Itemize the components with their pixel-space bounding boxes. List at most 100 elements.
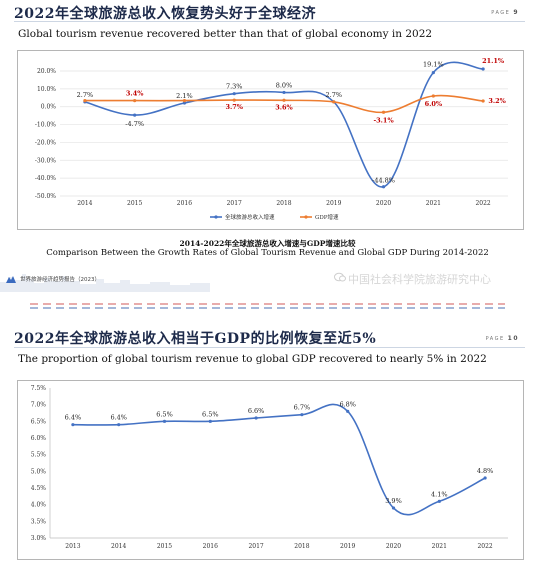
x-tick-label: 2017 (227, 200, 242, 207)
title-divider (14, 347, 525, 348)
ratio-point (300, 413, 304, 417)
page-9: 2022年全球旅游总收入恢复势头好于全球经济 PAGE 9 Global tour… (0, 6, 525, 292)
gdp-data-label: 3.4% (126, 90, 144, 98)
tourism-growth-line (84, 61, 484, 188)
tourism-point (232, 92, 236, 96)
page-number-value: 9 (513, 9, 519, 16)
x-tick-label: 2019 (326, 200, 341, 207)
gdp-data-label: 3.6% (275, 103, 293, 111)
x-tick-label: 2019 (340, 543, 355, 550)
gdp-data-label: 3.7% (225, 103, 243, 111)
tourism-data-label: 2.7% (77, 91, 94, 99)
x-tick-label: 2017 (248, 543, 263, 550)
gdp-data-label: 3.2% (488, 97, 506, 105)
gdp-point (381, 110, 386, 114)
chart-caption-en: Comparison Between the Growth Rates of G… (46, 248, 489, 258)
gdp-point (133, 99, 137, 103)
y-tick-label: -10.0% (35, 122, 56, 129)
x-tick-label: 2018 (276, 200, 291, 207)
ratio-data-label: 6.4% (65, 414, 82, 422)
ratio-data-label: 4.1% (431, 490, 448, 498)
gdp-point (83, 99, 87, 103)
page-number: PAGE 9 (491, 9, 519, 16)
x-tick-label: 2022 (477, 543, 492, 550)
tourism-data-label: 8.0% (276, 81, 293, 89)
gdp-data-label: 6.0% (425, 100, 443, 108)
ratio-point (117, 423, 121, 427)
ratio-point (437, 499, 441, 503)
y-tick-label: 5.0% (31, 468, 47, 475)
chart-caption-cn: 2014-2022年全球旅游总收入增速与GDP增速比较 (179, 239, 356, 248)
y-tick-label: -40.0% (35, 175, 56, 182)
gdp-point (232, 98, 236, 102)
y-tick-label: 7.5% (31, 385, 47, 392)
revenue-gdp-ratio-chart-svg: 7.5% 7.0% 6.5% 6.0% 5.5% 5.0% 4.5% 4.0% 3.5% 3.0%… (31, 385, 508, 550)
tourism-data-label: 2.7% (326, 91, 343, 99)
gdp-data-label: -3.1% (373, 116, 394, 124)
y-tick-label: 4.5% (31, 485, 47, 492)
chart-subtitle: The proportion of global tourism revenue… (18, 353, 487, 365)
y-tick-label: -50.0% (35, 193, 56, 200)
y-tick-label: 0.0% (41, 104, 57, 111)
growth-rate-chart: 20.0% 10.0% 0.0% -10.0% -20.0% -30.0% -40.0% -5… (17, 50, 524, 230)
chart-subtitle: Global tourism revenue recovered better … (18, 28, 433, 40)
gdp-point (182, 99, 187, 103)
report-name: 世界旅游经济趋势报告（2023） (20, 277, 100, 283)
x-tick-label: 2018 (294, 543, 309, 550)
legend-label-tourism: 全球旅游总收入增速 (225, 213, 275, 221)
tourism-data-label: -44.8% (372, 177, 395, 185)
tourism-data-label: 2.1% (176, 92, 193, 100)
page-10: 2022年全球旅游总收入相当于GDP的比例恢复至近5% PAGE 10 The p… (0, 318, 535, 563)
x-tick-label: 2016 (203, 543, 218, 550)
y-tick-label: 5.5% (31, 452, 47, 459)
growth-rate-chart-svg: 20.0% 10.0% 0.0% -10.0% -20.0% -30.0% -40.0% -5… (35, 57, 508, 221)
y-tick-label: 10.0% (37, 86, 56, 93)
tourism-data-label: 21.1% (482, 57, 505, 65)
ratio-point (483, 476, 487, 480)
x-tick-label: 2014 (77, 200, 92, 207)
y-tick-label: 6.5% (31, 418, 47, 425)
y-tick-label: 3.0% (31, 535, 47, 542)
page-title: 2022年全球旅游总收入相当于GDP的比例恢复至近5% (14, 331, 377, 347)
gdp-point (431, 94, 435, 98)
x-tick-label: 2014 (111, 543, 126, 550)
y-tick-label: -30.0% (35, 157, 56, 164)
ratio-data-label: 6.6% (248, 407, 265, 415)
page-separator (30, 303, 505, 309)
ratio-data-label: 3.9% (385, 497, 402, 505)
legend-marker-tourism (214, 215, 218, 219)
skyline-decoration (0, 274, 210, 292)
watermark: 中国社会科学院旅游研究中心 (348, 273, 491, 286)
ratio-point (346, 409, 350, 413)
ratio-point (71, 423, 75, 427)
ratio-data-label: 6.8% (339, 400, 356, 408)
ratio-point (254, 416, 258, 420)
page-word: PAGE (491, 10, 511, 16)
tourism-data-label: 7.3% (226, 83, 243, 91)
x-tick-label: 2015 (127, 200, 142, 207)
tourism-data-label: 19.1% (423, 61, 444, 69)
x-tick-label: 2022 (475, 200, 490, 207)
y-tick-label: 6.0% (31, 435, 47, 442)
ratio-data-label: 6.7% (294, 404, 311, 412)
ratio-line (72, 403, 486, 516)
tourism-point (133, 113, 137, 117)
title-divider (14, 21, 525, 22)
ratio-data-label: 4.8% (477, 467, 494, 475)
gdp-point (332, 100, 336, 104)
legend-marker-gdp (304, 215, 308, 219)
y-tick-label: -20.0% (35, 139, 56, 146)
gdp-point (282, 98, 286, 102)
gdp-point (481, 99, 485, 103)
legend-label-gdp: GDP增速 (315, 213, 339, 221)
ratio-point (162, 419, 167, 423)
y-tick-label: 7.0% (31, 402, 47, 409)
page-title: 2022年全球旅游总收入恢复势头好于全球经济 (14, 6, 316, 22)
x-tick-label: 2020 (376, 200, 391, 207)
y-tick-label: 20.0% (37, 68, 56, 75)
x-tick-label: 2021 (432, 543, 447, 550)
tourism-data-label: -4.7% (125, 120, 144, 128)
y-tick-label: 4.0% (31, 502, 47, 509)
tourism-point (182, 101, 187, 105)
page-number: PAGE 10 (486, 335, 519, 342)
